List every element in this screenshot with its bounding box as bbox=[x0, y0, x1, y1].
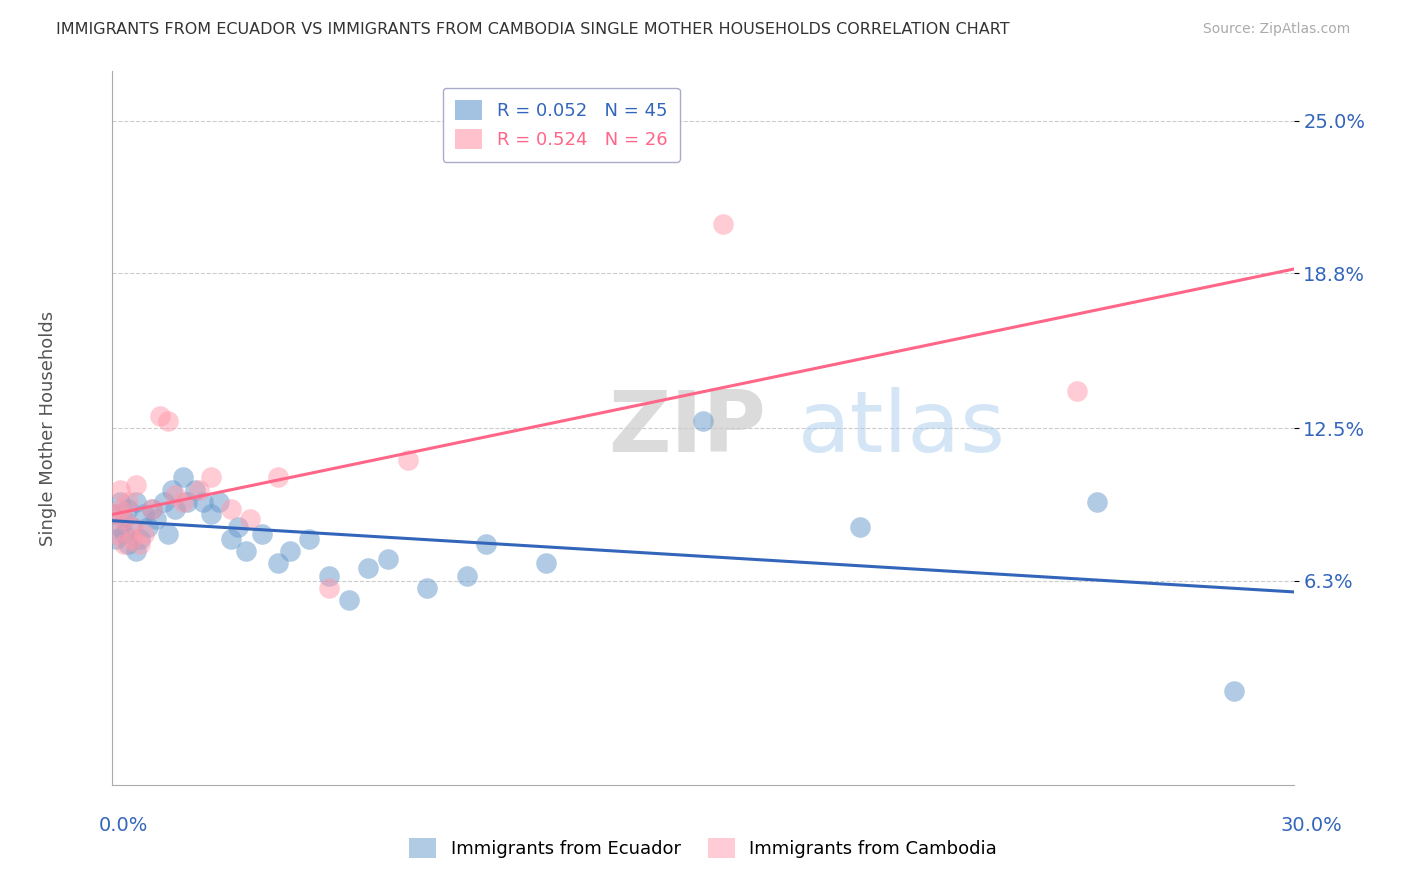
Point bbox=[318, 569, 340, 583]
Point bbox=[228, 519, 250, 533]
Point bbox=[416, 581, 439, 595]
Point bbox=[176, 495, 198, 509]
Point bbox=[235, 544, 257, 558]
Point bbox=[112, 512, 135, 526]
Point bbox=[149, 409, 172, 423]
Point bbox=[692, 414, 714, 428]
Point bbox=[200, 508, 222, 522]
Point bbox=[191, 495, 214, 509]
Point bbox=[318, 581, 340, 595]
Point bbox=[129, 532, 152, 546]
Point bbox=[105, 527, 128, 541]
Point bbox=[188, 483, 211, 497]
Legend: R = 0.052   N = 45, R = 0.524   N = 26: R = 0.052 N = 45, R = 0.524 N = 26 bbox=[443, 87, 681, 161]
Point bbox=[200, 470, 222, 484]
Point bbox=[121, 519, 143, 533]
Point bbox=[125, 544, 148, 558]
Point bbox=[136, 519, 159, 533]
Point bbox=[145, 512, 167, 526]
Point bbox=[110, 483, 132, 497]
Point bbox=[172, 470, 194, 484]
Point bbox=[132, 527, 155, 541]
Point bbox=[208, 495, 231, 509]
Text: ZIP: ZIP bbox=[609, 386, 766, 470]
Point bbox=[125, 495, 148, 509]
Text: Source: ZipAtlas.com: Source: ZipAtlas.com bbox=[1202, 22, 1350, 37]
Point bbox=[112, 527, 135, 541]
Text: Single Mother Households: Single Mother Households bbox=[38, 310, 56, 546]
Point bbox=[105, 532, 128, 546]
Point bbox=[117, 495, 139, 509]
Point bbox=[152, 495, 174, 509]
Point bbox=[849, 519, 872, 533]
Point bbox=[156, 414, 179, 428]
Point bbox=[121, 519, 143, 533]
Point bbox=[337, 593, 360, 607]
Text: IMMIGRANTS FROM ECUADOR VS IMMIGRANTS FROM CAMBODIA SINGLE MOTHER HOUSEHOLDS COR: IMMIGRANTS FROM ECUADOR VS IMMIGRANTS FR… bbox=[56, 22, 1010, 37]
Point bbox=[160, 483, 183, 497]
Point bbox=[129, 537, 152, 551]
Point bbox=[125, 477, 148, 491]
Point bbox=[165, 502, 187, 516]
Point bbox=[110, 519, 132, 533]
Point bbox=[357, 561, 380, 575]
Point bbox=[298, 532, 321, 546]
Point bbox=[396, 453, 419, 467]
Point bbox=[456, 569, 478, 583]
Point bbox=[141, 502, 163, 516]
Point bbox=[110, 495, 132, 509]
Point bbox=[117, 537, 139, 551]
Point bbox=[105, 508, 128, 522]
Point bbox=[165, 487, 187, 501]
Text: atlas: atlas bbox=[797, 386, 1005, 470]
Legend: Immigrants from Ecuador, Immigrants from Cambodia: Immigrants from Ecuador, Immigrants from… bbox=[402, 830, 1004, 865]
Text: 30.0%: 30.0% bbox=[1281, 816, 1343, 835]
Point bbox=[141, 502, 163, 516]
Point bbox=[112, 512, 135, 526]
Point bbox=[534, 557, 557, 571]
Point bbox=[219, 502, 242, 516]
Point bbox=[267, 557, 290, 571]
Point bbox=[711, 217, 734, 231]
Point bbox=[110, 502, 132, 516]
Point bbox=[267, 470, 290, 484]
Point bbox=[132, 508, 155, 522]
Text: 0.0%: 0.0% bbox=[98, 816, 148, 835]
Point bbox=[1066, 384, 1088, 399]
Point bbox=[219, 532, 242, 546]
Point bbox=[1085, 495, 1108, 509]
Point bbox=[184, 483, 207, 497]
Point bbox=[250, 527, 273, 541]
Point bbox=[172, 495, 194, 509]
Point bbox=[377, 551, 399, 566]
Point bbox=[112, 537, 135, 551]
Point bbox=[239, 512, 262, 526]
Point bbox=[278, 544, 301, 558]
Point bbox=[1223, 684, 1246, 698]
Point bbox=[156, 527, 179, 541]
Point bbox=[105, 508, 128, 522]
Point bbox=[117, 502, 139, 516]
Point bbox=[121, 532, 143, 546]
Point bbox=[475, 537, 498, 551]
